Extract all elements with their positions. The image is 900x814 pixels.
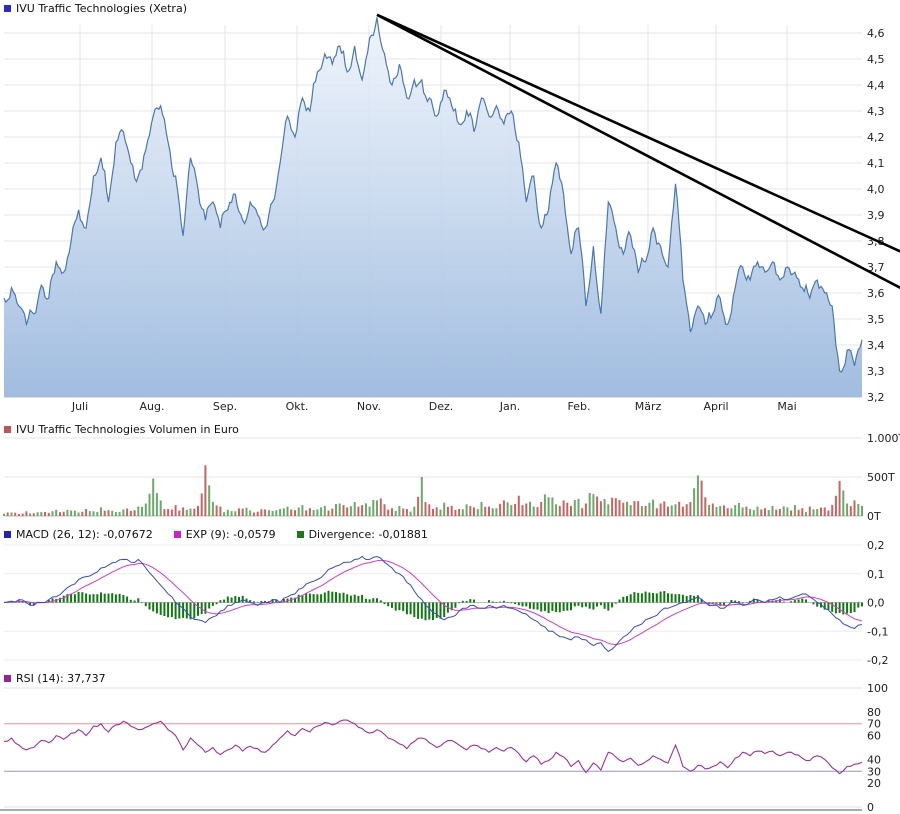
- divergence-legend-item: Divergence: -0,01881: [296, 528, 428, 541]
- exp-label: EXP (9): -0,0579: [185, 528, 276, 541]
- svg-text:0,1: 0,1: [867, 568, 885, 581]
- price-legend-swatch-icon: [4, 5, 11, 12]
- svg-text:4,4: 4,4: [867, 79, 885, 92]
- svg-text:Sep.: Sep.: [213, 400, 237, 413]
- svg-text:4,2: 4,2: [867, 131, 885, 144]
- rsi-label: RSI (14): 37,737: [16, 672, 106, 685]
- svg-text:4,3: 4,3: [867, 105, 885, 118]
- svg-text:März: März: [635, 400, 662, 413]
- svg-text:4,6: 4,6: [867, 27, 885, 40]
- divergence-label: Divergence: -0,01881: [308, 528, 428, 541]
- svg-text:0,2: 0,2: [867, 539, 885, 552]
- svg-text:4,0: 4,0: [867, 183, 885, 196]
- svg-text:April: April: [703, 400, 728, 413]
- svg-text:Nov.: Nov.: [357, 400, 381, 413]
- divergence-legend-swatch-icon: [296, 531, 304, 538]
- svg-text:Okt.: Okt.: [286, 400, 309, 413]
- svg-text:Aug.: Aug.: [140, 400, 165, 413]
- volume-title: IVU Traffic Technologies Volumen in Euro: [16, 423, 239, 436]
- svg-text:3,5: 3,5: [867, 313, 885, 326]
- svg-text:Jan.: Jan.: [499, 400, 520, 413]
- exp-legend-swatch-icon: [173, 531, 181, 538]
- volume-legend: IVU Traffic Technologies Volumen in Euro: [4, 423, 239, 436]
- svg-text:0T: 0T: [867, 510, 881, 523]
- volume-legend-swatch-icon: [4, 426, 11, 433]
- svg-text:40: 40: [867, 753, 881, 766]
- svg-text:60: 60: [867, 730, 881, 743]
- svg-text:3,2: 3,2: [867, 391, 885, 404]
- svg-text:Feb.: Feb.: [568, 400, 591, 413]
- price-title: IVU Traffic Technologies (Xetra): [16, 2, 187, 15]
- svg-text:3,6: 3,6: [867, 287, 885, 300]
- svg-text:80: 80: [867, 706, 881, 719]
- rsi-legend-swatch-icon: [4, 675, 11, 682]
- svg-text:1.000T: 1.000T: [867, 432, 900, 445]
- svg-text:4,5: 4,5: [867, 53, 885, 66]
- svg-text:20: 20: [867, 777, 881, 790]
- svg-text:4,1: 4,1: [867, 157, 885, 170]
- macd-chart: 0,2 0,1 0,0 -0,1 -0,2: [3, 539, 888, 667]
- svg-text:3,9: 3,9: [867, 209, 885, 222]
- svg-text:3,7: 3,7: [867, 261, 885, 274]
- macd-legend-swatch-icon: [4, 531, 11, 538]
- svg-text:Juli: Juli: [71, 400, 88, 413]
- price-legend: IVU Traffic Technologies (Xetra): [4, 2, 187, 15]
- svg-text:Dez.: Dez.: [429, 400, 454, 413]
- macd-label: MACD (26, 12): -0,07672: [16, 528, 153, 541]
- svg-text:500T: 500T: [867, 471, 895, 484]
- svg-text:3,4: 3,4: [867, 339, 885, 352]
- svg-text:3,3: 3,3: [867, 365, 885, 378]
- macd-legend: MACD (26, 12): -0,07672 EXP (9): -0,0579…: [4, 528, 444, 541]
- svg-text:100: 100: [867, 682, 888, 695]
- exp-legend-item: EXP (9): -0,0579: [173, 528, 276, 541]
- svg-text:30: 30: [867, 765, 881, 778]
- price-chart: 4,64,54,44,34,24,14,03,93,83,73,63,53,43…: [3, 13, 900, 413]
- svg-text:0,0: 0,0: [867, 597, 885, 610]
- svg-text:70: 70: [867, 718, 881, 731]
- svg-text:0: 0: [867, 801, 874, 814]
- svg-text:-0,1: -0,1: [867, 625, 888, 638]
- volume-chart: 1.000T 500T 0T: [3, 432, 900, 523]
- svg-text:Mai: Mai: [777, 400, 796, 413]
- macd-legend-item: MACD (26, 12): -0,07672: [4, 528, 153, 541]
- svg-text:-0,2: -0,2: [867, 654, 888, 667]
- rsi-legend: RSI (14): 37,737: [4, 672, 106, 685]
